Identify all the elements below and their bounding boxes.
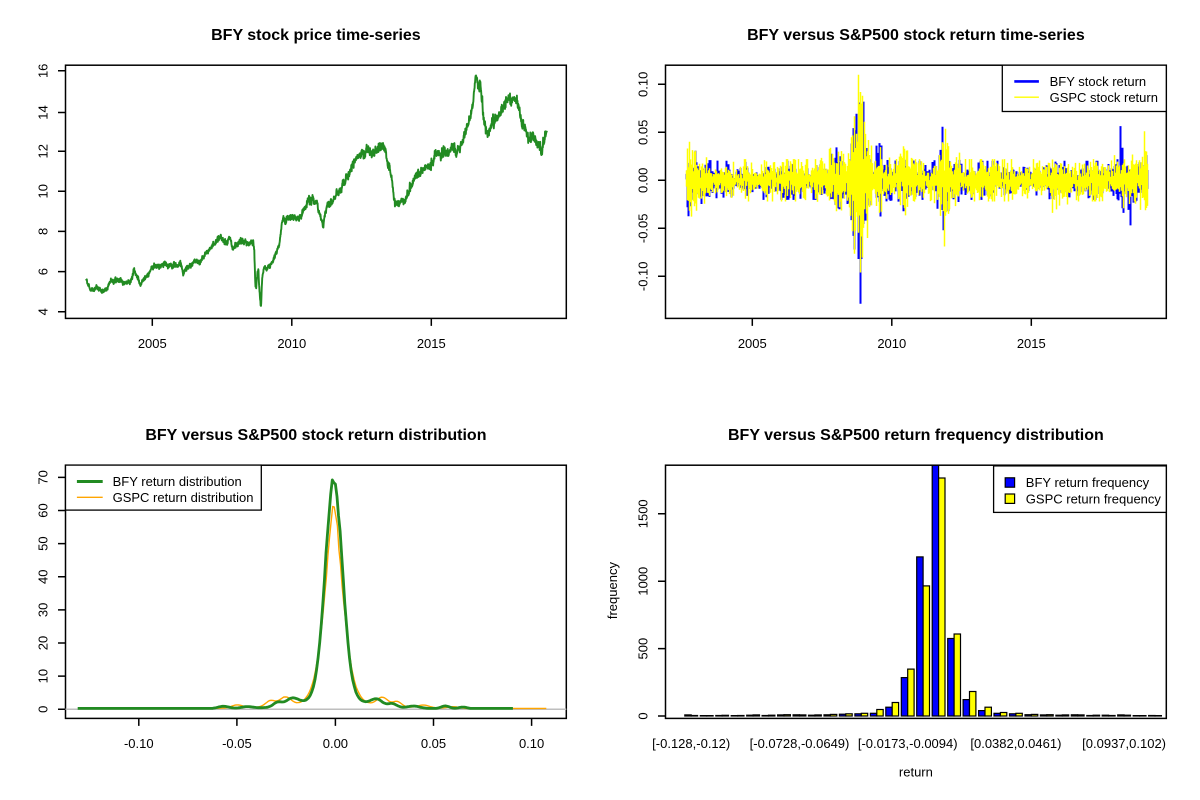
svg-text:-0.10: -0.10 (636, 261, 651, 291)
svg-text:-0.10: -0.10 (124, 736, 154, 751)
svg-text:BFY stock return: BFY stock return (1050, 74, 1147, 89)
svg-text:6: 6 (36, 268, 51, 275)
svg-text:2015: 2015 (1017, 336, 1046, 351)
svg-text:2010: 2010 (277, 336, 306, 351)
svg-text:BFY return distribution: BFY return distribution (113, 474, 242, 489)
svg-text:GSPC stock return: GSPC stock return (1050, 90, 1158, 105)
svg-text:0.00: 0.00 (636, 168, 651, 193)
svg-text:8: 8 (36, 228, 51, 235)
svg-text:1000: 1000 (636, 567, 651, 596)
svg-text:0.00: 0.00 (323, 736, 348, 751)
svg-text:40: 40 (36, 569, 51, 583)
svg-text:500: 500 (636, 638, 651, 660)
svg-text:[-0.128,-0.12): [-0.128,-0.12) (652, 736, 730, 751)
svg-text:[-0.0173,-0.0094): [-0.0173,-0.0094) (858, 736, 958, 751)
svg-text:4: 4 (36, 308, 51, 315)
svg-text:BFY versus S&P500 return frequ: BFY versus S&P500 return frequency distr… (728, 427, 1104, 444)
svg-text:0: 0 (36, 706, 51, 713)
svg-text:50: 50 (36, 536, 51, 550)
svg-text:-0.05: -0.05 (222, 736, 252, 751)
svg-text:0.10: 0.10 (636, 72, 651, 97)
svg-text:2015: 2015 (417, 336, 446, 351)
svg-text:BFY stock price time-series: BFY stock price time-series (211, 27, 421, 44)
svg-text:2005: 2005 (138, 336, 167, 351)
svg-text:[-0.0728,-0.0649): [-0.0728,-0.0649) (750, 736, 850, 751)
svg-text:GSPC return frequency: GSPC return frequency (1026, 491, 1162, 506)
svg-text:BFY versus S&P500 stock return: BFY versus S&P500 stock return time-seri… (747, 27, 1085, 44)
svg-text:12: 12 (36, 144, 51, 158)
svg-text:-0.05: -0.05 (636, 213, 651, 243)
svg-text:1500: 1500 (636, 499, 651, 528)
svg-text:0.10: 0.10 (519, 736, 544, 751)
svg-text:10: 10 (36, 184, 51, 198)
svg-text:2010: 2010 (877, 336, 906, 351)
svg-text:0.05: 0.05 (636, 120, 651, 145)
svg-text:GSPC return distribution: GSPC return distribution (113, 490, 254, 505)
svg-text:30: 30 (36, 603, 51, 617)
svg-text:10: 10 (36, 669, 51, 683)
svg-text:0: 0 (636, 712, 651, 719)
svg-text:frequency: frequency (605, 562, 620, 620)
svg-text:[0.0937,0.102): [0.0937,0.102) (1082, 736, 1166, 751)
svg-text:return: return (899, 765, 933, 780)
svg-text:[0.0382,0.0461): [0.0382,0.0461) (970, 736, 1061, 751)
svg-text:16: 16 (36, 64, 51, 78)
svg-text:2005: 2005 (738, 336, 767, 351)
svg-text:70: 70 (36, 470, 51, 484)
svg-text:BFY return frequency: BFY return frequency (1026, 475, 1150, 490)
svg-text:0.05: 0.05 (421, 736, 446, 751)
svg-text:60: 60 (36, 503, 51, 517)
svg-text:BFY versus S&P500 stock return: BFY versus S&P500 stock return distribut… (145, 427, 486, 444)
svg-text:14: 14 (36, 105, 51, 119)
svg-text:20: 20 (36, 636, 51, 650)
